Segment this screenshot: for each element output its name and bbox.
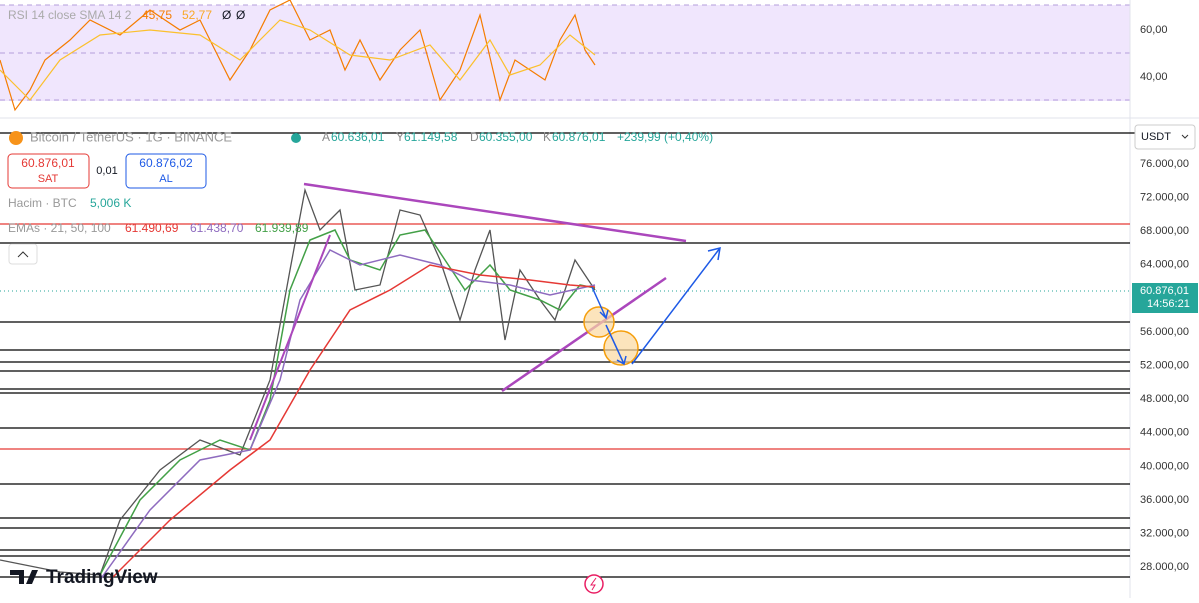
rsi-plot xyxy=(0,0,596,112)
ohlc-value: 60.355,00 xyxy=(479,130,533,144)
price-axis-label: 56.000,00 xyxy=(1140,326,1189,338)
rsi-axis-label: 40,00 xyxy=(1140,71,1168,83)
price-axis-label: 36.000,00 xyxy=(1140,494,1189,506)
ohlc-value: 60.876,01 xyxy=(552,130,606,144)
buy-label[interactable]: AL xyxy=(159,173,172,185)
sell-price[interactable]: 60.876,01 xyxy=(21,156,75,170)
rsi-value: 45,75 xyxy=(142,8,172,22)
ema-21 xyxy=(99,229,596,576)
ema-50 xyxy=(99,249,596,581)
price-axis-label: 68.000,00 xyxy=(1140,225,1189,237)
collapse-button[interactable] xyxy=(8,243,38,265)
rsi-sma xyxy=(0,19,596,101)
price-axis-label: 72.000,00 xyxy=(1140,192,1189,204)
price-axis-label: 44.000,00 xyxy=(1140,427,1189,439)
flash-icon[interactable] xyxy=(584,574,604,594)
rsi-axis-label: 60,00 xyxy=(1140,24,1168,36)
ema-value: 61.490,69 xyxy=(125,221,179,235)
rsi-label: RSI 14 close SMA 14 2 xyxy=(8,8,132,22)
buy-price[interactable]: 60.876,02 xyxy=(139,156,193,170)
price-axis-label: 64.000,00 xyxy=(1140,259,1189,271)
arrows xyxy=(591,246,721,366)
price-axis: 76.000,0072.000,0068.000,0064.000,0060.0… xyxy=(1140,158,1189,573)
price-axis-label: 28.000,00 xyxy=(1140,561,1189,573)
ohlc-label: D xyxy=(470,130,479,144)
btc-icon xyxy=(9,131,23,145)
rsi-sma-value: 52,77 xyxy=(182,8,212,22)
trend-line xyxy=(303,182,687,243)
volume-label: Hacim · BTC xyxy=(8,196,77,210)
rsi-band xyxy=(0,5,1130,101)
countdown: 14:56:21 xyxy=(1147,298,1190,310)
flash-bolt xyxy=(590,577,597,591)
ema-value: 61.438,70 xyxy=(190,221,244,235)
price-axis-label: 48.000,00 xyxy=(1140,393,1189,405)
symbol-name: Bitcoin / TetherUS · 1G · BINANCE xyxy=(30,129,232,144)
trend-line xyxy=(501,276,667,393)
ohlc: A 60.636,01 Y 61.149,58 D 60.355,00 K 60… xyxy=(322,130,713,144)
ema-100 xyxy=(109,264,596,581)
ohlc-change: +239,99 (+0,40%) xyxy=(617,130,713,144)
price-axis-label: 32.000,00 xyxy=(1140,528,1189,540)
collapse-icon xyxy=(17,251,29,258)
current-price: 60.876,01 xyxy=(1140,285,1189,297)
currency[interactable]: USDT xyxy=(1141,131,1171,143)
ohlc-label: K xyxy=(543,130,551,144)
spread: 0,01 xyxy=(96,165,117,177)
market-status xyxy=(291,133,301,143)
sell-label[interactable]: SAT xyxy=(38,173,59,185)
rsi-extra: Ø xyxy=(236,8,245,22)
price-axis-label: 40.000,00 xyxy=(1140,460,1189,472)
dropdown-icon xyxy=(1181,134,1189,139)
logo-text: TradingView xyxy=(46,567,158,588)
marker-circle xyxy=(603,330,639,366)
levels xyxy=(0,132,1145,578)
ema-value: 61.939,89 xyxy=(255,221,309,235)
ohlc-label: A xyxy=(322,130,330,144)
ohlc-label: Y xyxy=(396,130,404,144)
ohlc-value: 61.149,58 xyxy=(404,130,458,144)
volume-value: 5,006 K xyxy=(90,196,131,210)
logo-icon xyxy=(10,570,38,584)
price-plot xyxy=(0,187,596,576)
buy-button[interactable] xyxy=(125,153,207,189)
currency-select[interactable] xyxy=(1134,124,1196,150)
sell-button[interactable] xyxy=(7,153,90,189)
ema-label: EMAs · 21, 50, 100 xyxy=(8,221,111,235)
current-price-tag xyxy=(1132,283,1198,313)
price-axis-label: 76.000,00 xyxy=(1140,158,1189,170)
trend-line xyxy=(249,234,331,441)
price-axis-label: 52.000,00 xyxy=(1140,360,1189,372)
ohlc-value: 60.636,01 xyxy=(331,130,385,144)
rsi-extra: Ø xyxy=(222,8,231,22)
